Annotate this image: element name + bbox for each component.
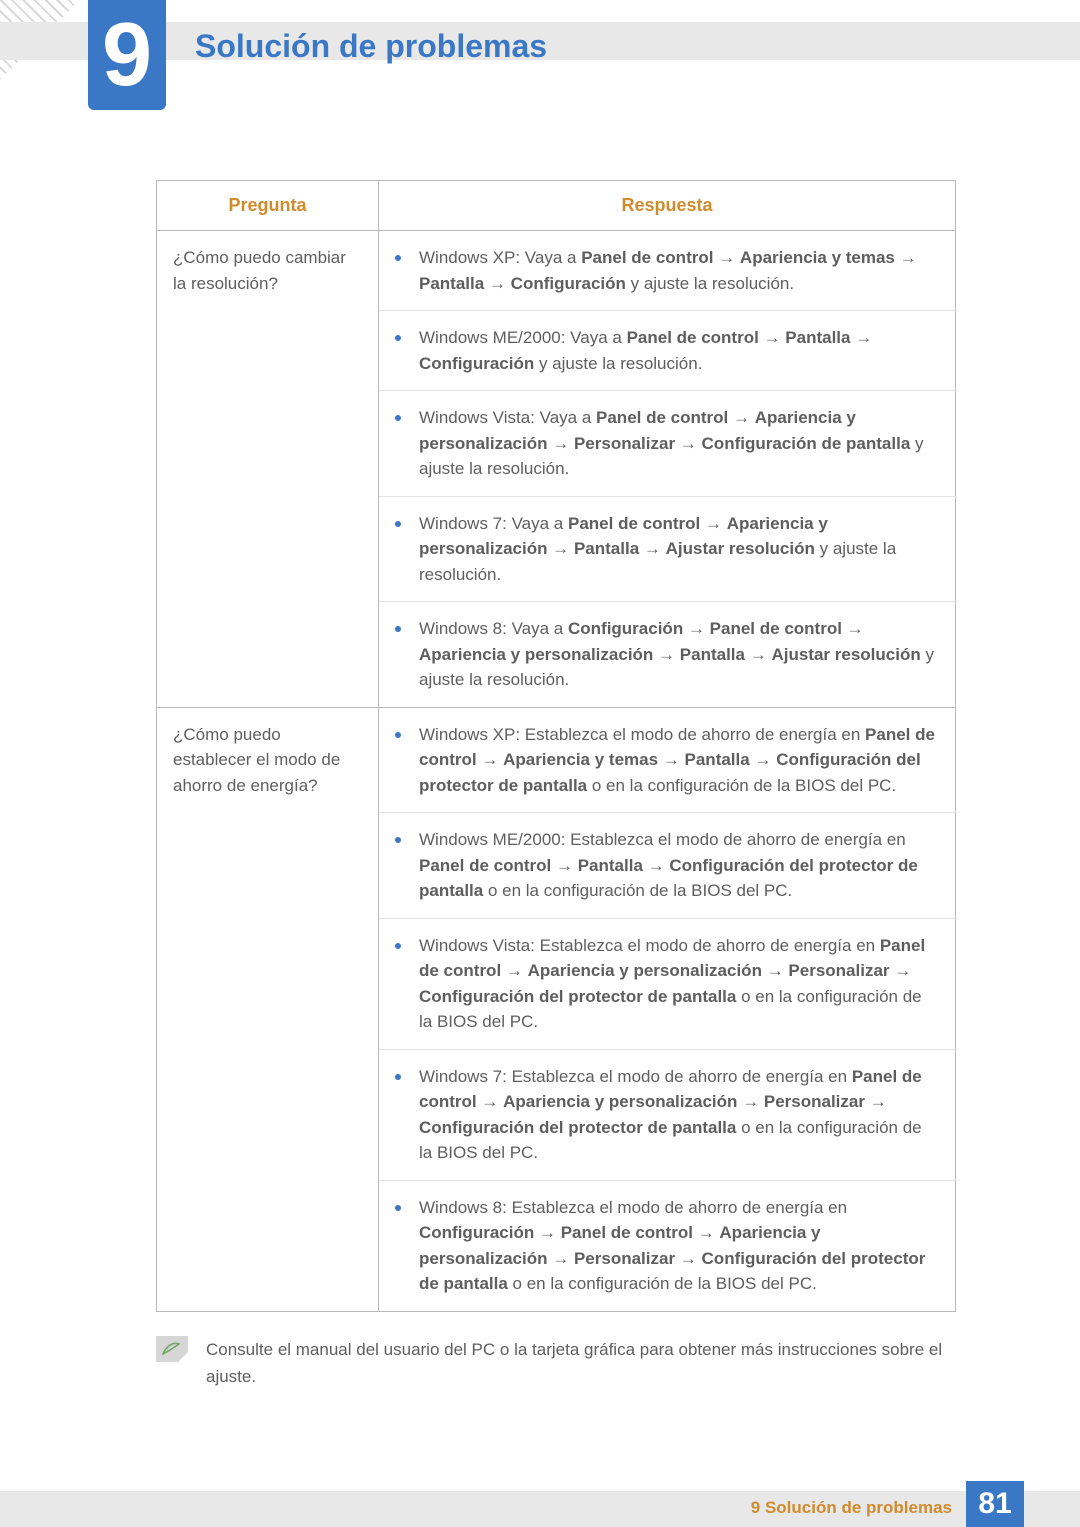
answer-text: Windows 8: Establezca el modo de ahorro … xyxy=(419,1195,939,1297)
chapter-number-box: 9 xyxy=(88,0,166,110)
answer-cell: Windows Vista: Vaya a Panel de control →… xyxy=(379,391,956,497)
bullet-icon xyxy=(395,521,401,527)
page-footer: 9 Solución de problemas 81 xyxy=(0,1481,1080,1527)
qa-tbody: ¿Cómo puedo cambiar la resolución? Window… xyxy=(157,231,956,1312)
document-page: 9 Solución de problemas Pregunta Respues… xyxy=(0,0,1080,1527)
answer-cell: Windows Vista: Establezca el modo de aho… xyxy=(379,918,956,1049)
answer-text: Windows Vista: Vaya a Panel de control →… xyxy=(419,405,939,482)
bullet-icon xyxy=(395,415,401,421)
bullet-icon xyxy=(395,1205,401,1211)
bullet-icon xyxy=(395,837,401,843)
question-cell: ¿Cómo puedo cambiar la resolución? xyxy=(157,231,379,708)
answer-cell: Windows ME/2000: Vaya a Panel de control… xyxy=(379,311,956,391)
chapter-number: 9 xyxy=(102,10,152,100)
footer-page-number: 81 xyxy=(966,1481,1024,1527)
answer-cell: Windows 8: Establezca el modo de ahorro … xyxy=(379,1180,956,1311)
col-header-question: Pregunta xyxy=(157,181,379,231)
footer-section-label: 9 Solución de problemas xyxy=(751,1490,952,1518)
bullet-icon xyxy=(395,335,401,341)
note-text: Consulte el manual del usuario del PC o … xyxy=(206,1336,956,1390)
note-icon xyxy=(156,1336,188,1362)
bullet-icon xyxy=(395,1074,401,1080)
col-header-answer: Respuesta xyxy=(379,181,956,231)
answer-cell: Windows XP: Vaya a Panel de control → Ap… xyxy=(379,231,956,311)
answer-text: Windows XP: Establezca el modo de ahorro… xyxy=(419,722,939,799)
answer-text: Windows Vista: Establezca el modo de aho… xyxy=(419,933,939,1035)
note-row: Consulte el manual del usuario del PC o … xyxy=(156,1336,956,1390)
qa-table: Pregunta Respuesta ¿Cómo puedo cambiar l… xyxy=(156,180,956,1312)
answer-text: Windows 8: Vaya a Configuración → Panel … xyxy=(419,616,939,693)
answer-text: Windows 7: Vaya a Panel de control → Apa… xyxy=(419,511,939,588)
answer-text: Windows 7: Establezca el modo de ahorro … xyxy=(419,1064,939,1166)
bullet-icon xyxy=(395,732,401,738)
answer-cell: Windows ME/2000: Establezca el modo de a… xyxy=(379,813,956,919)
question-cell: ¿Cómo puedo establecer el modo de ahorro… xyxy=(157,707,379,1311)
chapter-title: Solución de problemas xyxy=(195,28,547,65)
bullet-icon xyxy=(395,255,401,261)
answer-cell: Windows XP: Establezca el modo de ahorro… xyxy=(379,707,956,813)
answer-cell: Windows 7: Vaya a Panel de control → Apa… xyxy=(379,496,956,602)
answer-cell: Windows 8: Vaya a Configuración → Panel … xyxy=(379,602,956,708)
bullet-icon xyxy=(395,943,401,949)
content-area: Pregunta Respuesta ¿Cómo puedo cambiar l… xyxy=(156,180,956,1390)
answer-text: Windows ME/2000: Establezca el modo de a… xyxy=(419,827,939,904)
answer-text: Windows XP: Vaya a Panel de control → Ap… xyxy=(419,245,939,296)
bullet-icon xyxy=(395,626,401,632)
answer-cell: Windows 7: Establezca el modo de ahorro … xyxy=(379,1049,956,1180)
answer-text: Windows ME/2000: Vaya a Panel de control… xyxy=(419,325,939,376)
